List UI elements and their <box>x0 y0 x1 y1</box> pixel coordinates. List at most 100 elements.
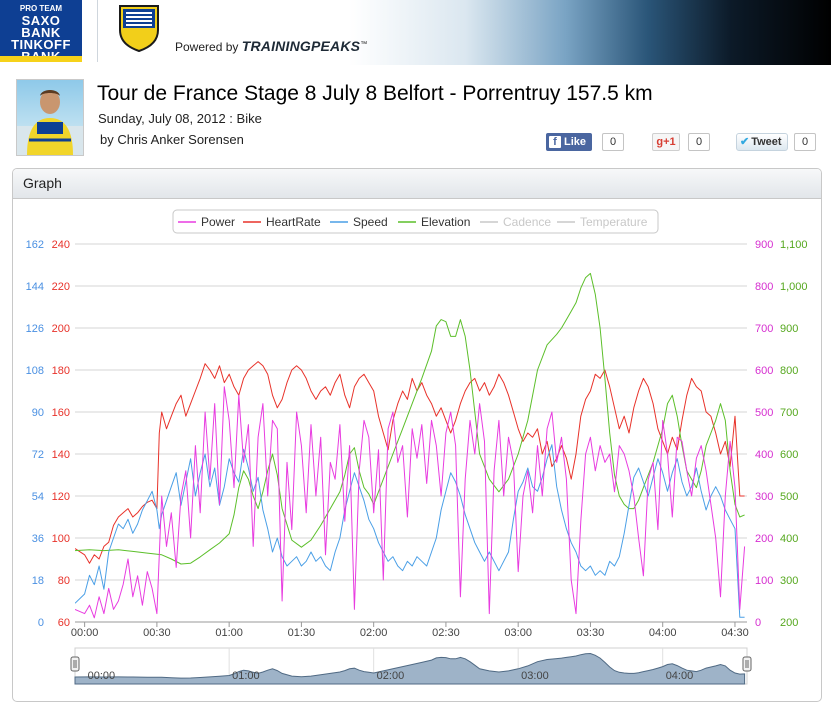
x-axis-tick-label: 01:30 <box>288 627 316 639</box>
x-axis-tick-label: 00:00 <box>71 627 99 639</box>
gplus-icon: g <box>656 136 664 148</box>
power-axis-tick: 700 <box>755 323 773 335</box>
elevation-axis-tick: 1,000 <box>780 281 808 293</box>
speed-axis-tick: 54 <box>32 491 44 503</box>
navigator-area <box>74 652 746 685</box>
power-axis-tick: 100 <box>755 575 773 587</box>
header-banner: PRO TEAM SAXO BANK TINKOFF BANK Powered … <box>0 0 831 65</box>
power-axis-tick: 400 <box>755 449 773 461</box>
legend-item-temperature[interactable]: Temperature <box>557 215 648 229</box>
speed-axis-tick: 90 <box>32 407 44 419</box>
team-logo-tagline: PRO TEAM <box>19 4 63 13</box>
heartrate-axis-tick: 120 <box>52 491 70 503</box>
power-axis-tick: 500 <box>755 407 773 419</box>
power-axis-tick: 300 <box>755 491 773 503</box>
x-axis-tick-label: 03:30 <box>577 627 605 639</box>
heartrate-axis-tick: 200 <box>52 323 70 335</box>
navigator-tick-label: 01:00 <box>232 670 260 682</box>
workout-athlete: by Chris Anker Sorensen <box>100 132 244 147</box>
legend-label: HeartRate <box>266 215 321 229</box>
series-line-power <box>75 386 746 619</box>
series-line-heartrate <box>75 361 745 564</box>
header-divider <box>97 0 98 62</box>
gplus-widget: g+1 0 <box>652 133 712 151</box>
speed-axis-tick: 72 <box>32 449 44 461</box>
power-axis-tick: 800 <box>755 281 773 293</box>
elevation-axis-tick: 800 <box>780 365 798 377</box>
legend-label: Temperature <box>580 215 648 229</box>
athlete-avatar <box>16 79 84 156</box>
series-group <box>75 272 746 619</box>
heartrate-axis-tick: 100 <box>52 533 70 545</box>
handle-grip <box>70 656 80 672</box>
navigator-tick-label: 00:00 <box>88 670 116 682</box>
facebook-like-button[interactable]: f Like <box>546 133 593 151</box>
facebook-like-count: 0 <box>602 133 624 151</box>
graph-panel-header: Graph <box>13 169 821 199</box>
legend-label: Power <box>201 215 235 229</box>
speed-axis-tick: 162 <box>26 239 44 251</box>
speed-axis-tick: 126 <box>26 323 44 335</box>
team-logo-line: SAXO <box>21 13 61 28</box>
legend-item-speed[interactable]: Speed <box>330 215 388 229</box>
range-navigator: 00:00 01:00 02:00 03:00 04:00 <box>70 647 752 685</box>
facebook-icon: f <box>549 136 561 148</box>
heartrate-axis-tick: 80 <box>58 575 70 587</box>
team-logo: PRO TEAM SAXO BANK TINKOFF BANK <box>0 0 82 63</box>
team-logo-stripe <box>0 56 82 62</box>
graph-panel-title: Graph <box>23 175 62 191</box>
x-axis-tick-label: 03:00 <box>504 627 532 639</box>
elevation-axis-tick: 500 <box>780 491 798 503</box>
elevation-axis-tick: 300 <box>780 575 798 587</box>
handle-grip <box>742 656 752 672</box>
gplus-button[interactable]: g+1 <box>652 133 680 151</box>
legend-label: Cadence <box>503 215 551 229</box>
workout-date: Sunday, July 08, 2012 : Bike <box>98 111 262 126</box>
elevation-axis-tick: 200 <box>780 617 798 629</box>
legend-item-cadence[interactable]: Cadence <box>480 215 551 229</box>
navigator-left-handle[interactable] <box>70 656 80 672</box>
heartrate-axis-tick: 180 <box>52 365 70 377</box>
legend-item-power[interactable]: Power <box>178 215 235 229</box>
team-logo-line: BANK <box>21 25 61 40</box>
navigator-tick-label: 02:00 <box>377 670 405 682</box>
speed-axis-tick: 108 <box>26 365 44 377</box>
speed-axis-tick: 36 <box>32 533 44 545</box>
power-axis-tick: 600 <box>755 365 773 377</box>
x-axis-tick-label: 02:30 <box>432 627 460 639</box>
facebook-like-label: Like <box>564 136 587 148</box>
navigator-right-handle[interactable] <box>742 656 752 672</box>
series-line-elevation <box>75 272 745 565</box>
speed-axis-tick: 18 <box>32 575 44 587</box>
elevation-axis-tick: 900 <box>780 323 798 335</box>
power-axis-tick: 0 <box>755 617 761 629</box>
legend-item-heartrate[interactable]: HeartRate <box>243 215 321 229</box>
elevation-axis-tick: 1,100 <box>780 239 808 251</box>
gplus-count: 0 <box>688 133 710 151</box>
heartrate-axis-tick: 220 <box>52 281 70 293</box>
tweet-count: 0 <box>794 133 816 151</box>
team-logo-line: TINKOFF <box>11 37 71 52</box>
navigator-tick-label: 03:00 <box>521 670 549 682</box>
elevation-axis-tick: 400 <box>780 533 798 545</box>
x-axis-tick-label: 04:00 <box>649 627 677 639</box>
x-axis-tick-label: 02:00 <box>360 627 388 639</box>
heartrate-axis-tick: 60 <box>58 617 70 629</box>
speed-axis-tick: 144 <box>26 281 44 293</box>
legend-item-elevation[interactable]: Elevation <box>398 215 470 229</box>
power-axis-tick: 200 <box>755 533 773 545</box>
heartrate-axis-tick: 240 <box>52 239 70 251</box>
athlete-photo <box>17 90 83 155</box>
facebook-like-widget: f Like 0 <box>546 133 626 151</box>
workout-title: Tour de France Stage 8 July 8 Belfort - … <box>97 82 653 105</box>
navigator-tick-label: 04:00 <box>666 670 694 682</box>
twitter-bird-icon: ✔ <box>740 136 750 148</box>
tweet-widget: ✔ Tweet 0 <box>736 133 816 151</box>
trainingpeaks-logo[interactable]: TRAININGPEAKS <box>241 38 361 54</box>
tweet-button[interactable]: ✔ Tweet <box>736 133 788 151</box>
speed-axis-tick: 0 <box>38 617 44 629</box>
x-axis-tick-label: 04:30 <box>721 627 749 639</box>
heartrate-axis-tick: 160 <box>52 407 70 419</box>
tweet-label: Tweet <box>751 136 782 148</box>
